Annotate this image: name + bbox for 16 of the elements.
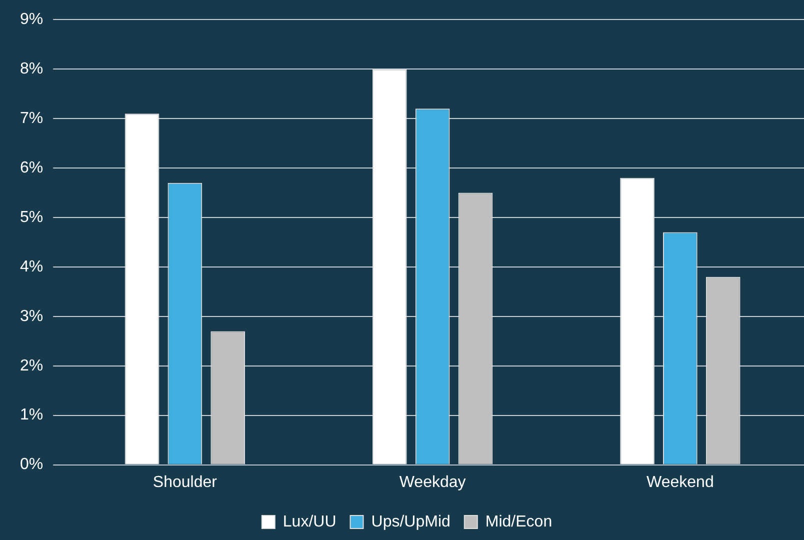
- x-tick-label: Shoulder: [152, 474, 218, 491]
- x-tick-label: Weekday: [399, 474, 466, 491]
- legend-label: Ups/UpMid: [371, 513, 450, 530]
- y-tick-label: 3%: [20, 308, 44, 325]
- y-tick-label: 5%: [20, 208, 44, 226]
- y-tick-label: 6%: [20, 159, 44, 176]
- y-tick-label: 9%: [20, 11, 44, 28]
- y-tick-label: 8%: [20, 60, 44, 78]
- y-tick-label: 1%: [20, 406, 44, 424]
- y-tick-label: 4%: [20, 258, 44, 276]
- y-tick-label: 7%: [20, 110, 44, 127]
- y-tick-label: 2%: [20, 357, 44, 374]
- legend-label: Mid/Econ: [485, 513, 552, 530]
- x-tick-label: Weekend: [646, 474, 714, 491]
- legend-label: Lux/UU: [282, 513, 336, 530]
- y-tick-label: 0%: [20, 456, 44, 474]
